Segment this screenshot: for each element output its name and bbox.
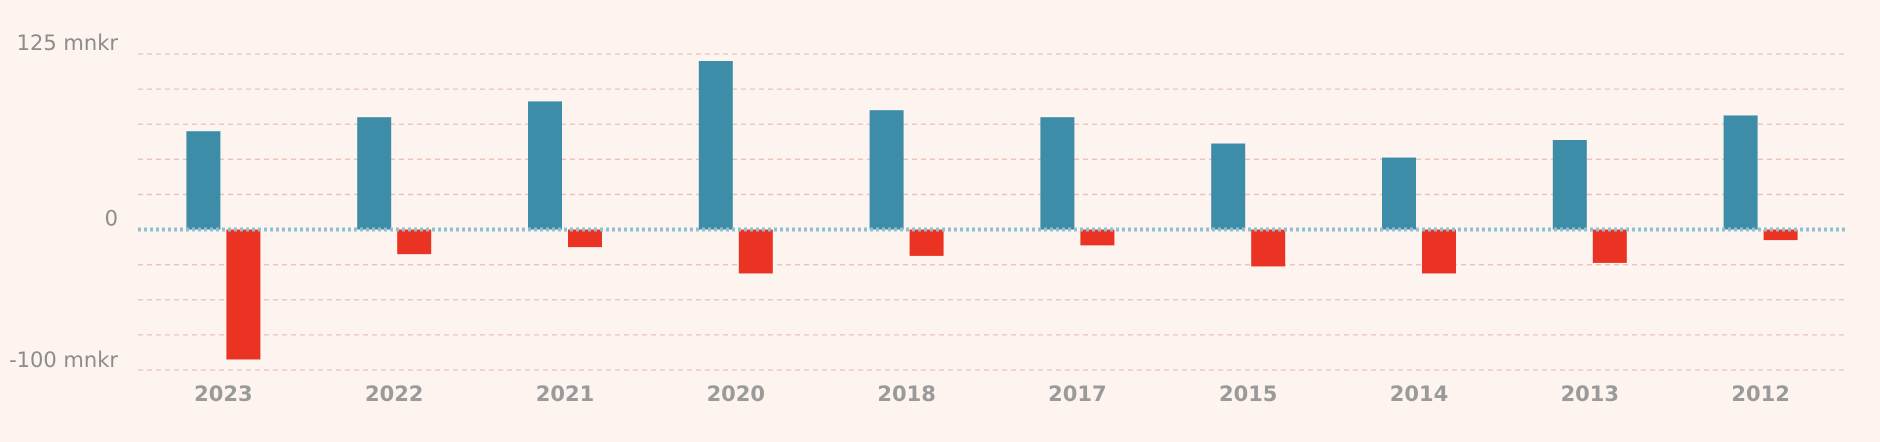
bar-positive-2021	[528, 101, 562, 230]
bar-negative-2015	[1251, 229, 1286, 267]
y-tick-label: 0	[105, 207, 118, 231]
y-axis-labels: 125 mnkr 0 -100 mnkr	[9, 31, 118, 372]
bar-positive-2023	[186, 131, 221, 230]
x-tick-label: 2022	[365, 382, 423, 406]
bar-positive-2012	[1723, 115, 1758, 230]
x-tick-label: 2014	[1390, 382, 1448, 406]
x-axis-labels: 2023 2022 2021 2020 2018 2017 2015 2014 2013 2012	[194, 382, 1790, 406]
y-tick-label: 125 mnkr	[17, 31, 119, 55]
gridlines	[138, 53, 1846, 371]
x-tick-label: 2017	[1048, 382, 1106, 406]
x-tick-label: 2012	[1731, 382, 1789, 406]
bar-positive-2015	[1211, 143, 1246, 230]
bar-positive-2013	[1552, 140, 1587, 230]
bar-positive-2022	[357, 117, 392, 230]
x-tick-label: 2018	[877, 382, 935, 406]
bar-positive-2017	[1040, 117, 1075, 230]
bar-negative-2020	[738, 229, 773, 274]
bar-positive-2014	[1382, 157, 1416, 230]
bar-negative-2014	[1422, 229, 1456, 274]
x-tick-label: 2021	[536, 382, 594, 406]
bar-negative-2018	[909, 229, 944, 256]
bar-negative-2013	[1592, 229, 1627, 263]
x-tick-label: 2015	[1219, 382, 1277, 406]
bar-negative-2012	[1763, 229, 1798, 241]
bar-negative-2017	[1080, 229, 1115, 246]
bar-positive-2020	[698, 61, 733, 230]
bar-positive-2018	[869, 110, 904, 230]
y-tick-label: -100 mnkr	[9, 348, 118, 372]
bars	[186, 61, 1798, 360]
x-tick-label: 2023	[194, 382, 252, 406]
x-tick-label: 2013	[1561, 382, 1619, 406]
x-tick-label: 2020	[707, 382, 765, 406]
bar-negative-2022	[397, 229, 432, 255]
bar-negative-2023	[226, 229, 261, 360]
bar-negative-2021	[568, 229, 602, 248]
